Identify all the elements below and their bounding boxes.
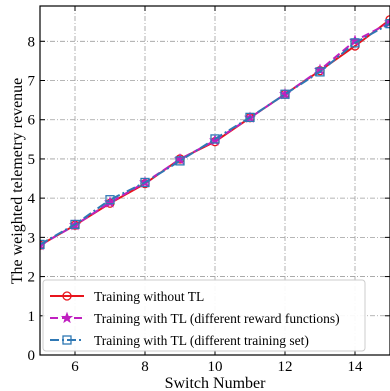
data-point — [140, 177, 150, 188]
y-tick-label: 7 — [28, 74, 36, 90]
legend-marker — [60, 311, 74, 324]
data-point — [105, 195, 115, 205]
x-tick-label: 8 — [141, 359, 149, 375]
legend-item-1: Training with TL (different reward funct… — [50, 311, 340, 326]
series-line — [40, 22, 390, 246]
x-axis-label: Switch Number — [165, 375, 267, 391]
data-point — [280, 89, 290, 99]
data-point — [385, 18, 390, 29]
data-point — [40, 239, 45, 250]
x-tick-label: 12 — [278, 359, 293, 375]
y-axis-label: The weighted telemetry revenue — [9, 78, 26, 285]
legend-label: Training with TL (different reward funct… — [94, 311, 340, 326]
y-tick-label: 1 — [28, 309, 36, 325]
data-point — [350, 38, 360, 48]
data-point — [175, 156, 185, 166]
legend-label: Training with TL (different training set… — [94, 333, 309, 348]
series-2 — [40, 18, 390, 250]
y-tick-label: 8 — [28, 34, 36, 50]
y-tick-label: 4 — [28, 191, 36, 207]
y-tick-label: 3 — [28, 230, 36, 246]
data-point — [315, 67, 325, 77]
y-tick-label: 2 — [28, 270, 36, 286]
legend-box — [42, 279, 366, 352]
x-tick-label: 14 — [348, 359, 364, 375]
legend-item-2: Training with TL (different training set… — [50, 333, 309, 348]
legend-marker — [62, 291, 72, 301]
data-point — [70, 219, 80, 230]
y-tick-label: 6 — [28, 113, 36, 129]
legend-marker — [62, 335, 72, 345]
y-tick-label: 0 — [28, 348, 36, 364]
legend-label: Training without TL — [94, 289, 204, 304]
legend: Training without TL Training with TL (dif… — [42, 279, 366, 352]
legend-item-0: Training without TL — [50, 289, 204, 304]
data-point — [245, 112, 255, 123]
series-layer — [40, 15, 390, 251]
x-tick-label: 10 — [208, 359, 223, 375]
x-tick-label: 6 — [71, 359, 79, 375]
data-point — [210, 134, 220, 144]
y-tick-label: 5 — [28, 152, 36, 168]
